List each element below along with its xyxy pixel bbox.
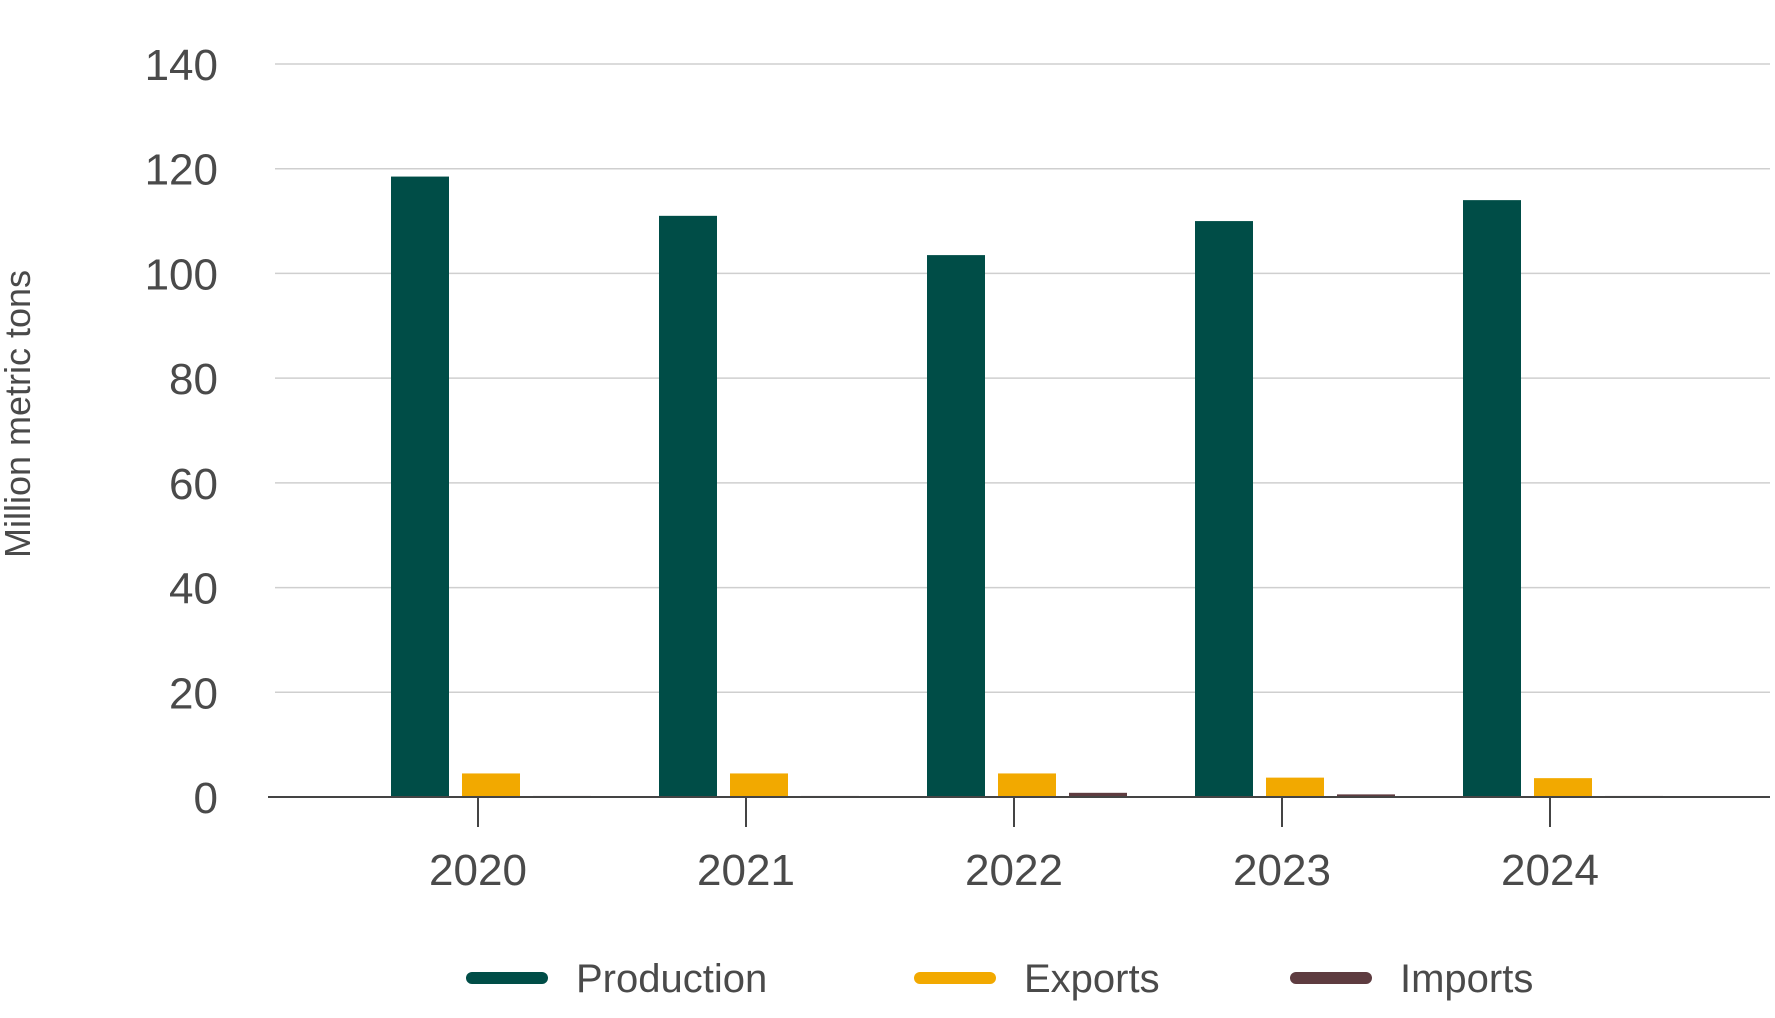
gridlines bbox=[275, 63, 1770, 694]
y-tick-label: 0 bbox=[194, 774, 218, 823]
x-tick-label: 2021 bbox=[697, 846, 795, 895]
y-axis-ticks: 0 20 40 60 80 100 120 140 bbox=[145, 41, 218, 823]
y-tick-label: 100 bbox=[145, 250, 218, 299]
x-axis-ticks: 2020 2021 2022 2023 2024 bbox=[429, 797, 1599, 895]
legend-label-production: Production bbox=[576, 957, 767, 1001]
y-axis-label: Million metric tons bbox=[0, 270, 38, 558]
y-tick-label: 120 bbox=[145, 146, 218, 195]
bar-production-2020 bbox=[391, 176, 449, 797]
legend: Production Exports Imports bbox=[466, 957, 1533, 1001]
x-tick-label: 2020 bbox=[429, 846, 527, 895]
bars bbox=[391, 176, 1663, 798]
bar-exports-2020 bbox=[462, 773, 520, 797]
bar-production-2022 bbox=[927, 255, 985, 797]
bar-production-2023 bbox=[1195, 221, 1253, 798]
bar-exports-2022 bbox=[998, 773, 1056, 797]
x-tick-label: 2024 bbox=[1501, 846, 1599, 895]
bar-imports-2023 bbox=[1337, 794, 1395, 797]
x-tick-label: 2022 bbox=[965, 846, 1063, 895]
y-tick-label: 60 bbox=[169, 460, 218, 509]
y-tick-label: 40 bbox=[169, 565, 218, 614]
y-tick-label: 20 bbox=[169, 669, 218, 718]
bar-production-2024 bbox=[1463, 200, 1521, 798]
legend-label-exports: Exports bbox=[1024, 957, 1160, 1001]
y-tick-label: 140 bbox=[145, 41, 218, 90]
bar-production-2021 bbox=[659, 215, 717, 798]
bar-exports-2024 bbox=[1534, 778, 1592, 797]
x-tick-label: 2023 bbox=[1233, 846, 1331, 895]
y-tick-label: 80 bbox=[169, 355, 218, 404]
bar-exports-2021 bbox=[730, 773, 788, 797]
legend-label-imports: Imports bbox=[1400, 957, 1533, 1001]
bar-imports-2022 bbox=[1069, 792, 1127, 797]
bar-exports-2023 bbox=[1266, 777, 1324, 797]
